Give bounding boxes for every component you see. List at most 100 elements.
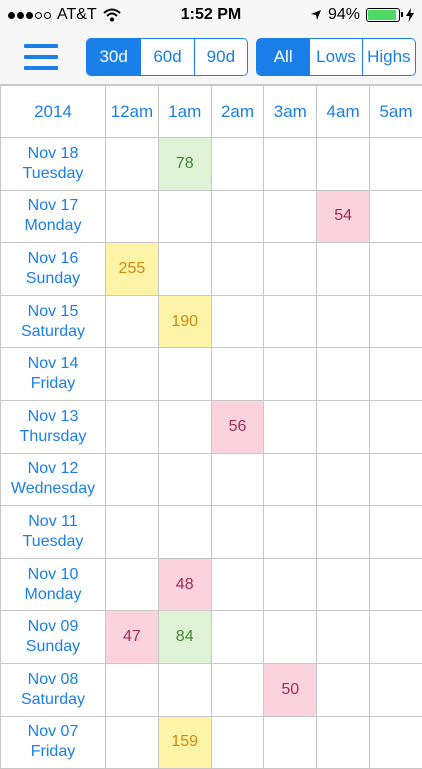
empty-cell bbox=[158, 190, 211, 243]
empty-cell bbox=[211, 716, 264, 769]
empty-cell bbox=[317, 716, 370, 769]
empty-cell bbox=[264, 243, 317, 296]
menu-button[interactable] bbox=[24, 42, 60, 72]
empty-cell bbox=[106, 400, 159, 453]
weekday-label: Monday bbox=[1, 216, 105, 236]
date-label: Nov 11 bbox=[1, 512, 105, 532]
weekday-label: Tuesday bbox=[1, 532, 105, 552]
reading-cell-low[interactable]: 56 bbox=[211, 400, 264, 453]
empty-cell bbox=[158, 348, 211, 401]
empty-cell bbox=[317, 138, 370, 191]
weekday-label: Wednesday bbox=[1, 479, 105, 499]
empty-cell bbox=[369, 138, 422, 191]
empty-cell bbox=[106, 716, 159, 769]
reading-cell-high[interactable]: 255 bbox=[106, 243, 159, 296]
range-60d-option[interactable]: 60d bbox=[140, 39, 193, 75]
weekday-label: Thursday bbox=[1, 427, 105, 447]
empty-cell bbox=[317, 243, 370, 296]
reading-cell-low[interactable]: 54 bbox=[317, 190, 370, 243]
hour-header: 12am bbox=[106, 86, 159, 138]
weekday-label: Friday bbox=[1, 742, 105, 762]
battery-percent: 94% bbox=[328, 6, 360, 24]
weekday-label: Monday bbox=[1, 585, 105, 605]
empty-cell bbox=[264, 453, 317, 506]
date-label: Nov 13 bbox=[1, 407, 105, 427]
empty-cell bbox=[211, 295, 264, 348]
date-label: Nov 16 bbox=[1, 249, 105, 269]
date-label: Nov 12 bbox=[1, 459, 105, 479]
status-right: 94% bbox=[310, 6, 414, 24]
hamburger-icon bbox=[24, 44, 58, 48]
hour-header: 3am bbox=[264, 86, 317, 138]
empty-cell bbox=[211, 138, 264, 191]
range-90d-option[interactable]: 90d bbox=[194, 39, 247, 75]
status-bar: AT&T 1:52 PM 94% bbox=[0, 0, 422, 30]
filter-highs-option[interactable]: Highs bbox=[362, 39, 415, 75]
empty-cell bbox=[317, 400, 370, 453]
empty-cell bbox=[158, 663, 211, 716]
date-label: Nov 14 bbox=[1, 354, 105, 374]
empty-cell bbox=[317, 558, 370, 611]
filter-lows-option[interactable]: Lows bbox=[309, 39, 361, 75]
empty-cell bbox=[106, 558, 159, 611]
reading-cell-high[interactable]: 159 bbox=[158, 716, 211, 769]
empty-cell bbox=[158, 243, 211, 296]
empty-cell bbox=[106, 453, 159, 506]
empty-cell bbox=[158, 453, 211, 506]
empty-cell bbox=[211, 453, 264, 506]
empty-cell bbox=[369, 558, 422, 611]
empty-cell bbox=[264, 558, 317, 611]
empty-cell bbox=[106, 295, 159, 348]
reading-cell-normal[interactable]: 78 bbox=[158, 138, 211, 191]
empty-cell bbox=[369, 400, 422, 453]
weekday-label: Saturday bbox=[1, 322, 105, 342]
hour-header: 5am bbox=[369, 86, 422, 138]
date-label: Nov 18 bbox=[1, 144, 105, 164]
empty-cell bbox=[158, 506, 211, 559]
empty-cell bbox=[106, 190, 159, 243]
weekday-label: Sunday bbox=[1, 269, 105, 289]
empty-cell bbox=[369, 190, 422, 243]
reading-cell-low[interactable]: 48 bbox=[158, 558, 211, 611]
charging-bolt-icon bbox=[406, 8, 414, 22]
date-label: Nov 08 bbox=[1, 670, 105, 690]
year-header: 2014 bbox=[1, 86, 106, 138]
toolbar: 30d 60d 90d All Lows Highs bbox=[0, 30, 422, 85]
empty-cell bbox=[369, 243, 422, 296]
empty-cell bbox=[211, 348, 264, 401]
empty-cell bbox=[369, 716, 422, 769]
date-label: Nov 15 bbox=[1, 302, 105, 322]
reading-cell-low[interactable]: 50 bbox=[264, 663, 317, 716]
header-row: 2014 12am 1am 2am 3am 4am 5am bbox=[1, 86, 422, 138]
empty-cell bbox=[211, 558, 264, 611]
battery-icon bbox=[366, 8, 400, 22]
reading-cell-normal[interactable]: 84 bbox=[158, 611, 211, 664]
reading-cell-high[interactable]: 190 bbox=[158, 295, 211, 348]
empty-cell bbox=[106, 663, 159, 716]
empty-cell bbox=[106, 506, 159, 559]
filter-all-option[interactable]: All bbox=[257, 39, 309, 75]
reading-cell-low[interactable]: 47 bbox=[106, 611, 159, 664]
range-30d-option[interactable]: 30d bbox=[87, 39, 140, 75]
